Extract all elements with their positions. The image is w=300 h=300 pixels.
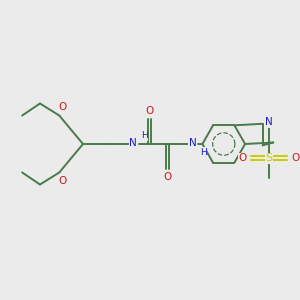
Text: O: O [163,172,172,182]
Text: O: O [292,153,300,163]
Text: N: N [130,137,137,148]
Text: O: O [58,176,66,186]
Text: O: O [238,153,247,163]
Text: O: O [58,102,66,112]
Text: H: H [141,131,148,140]
Text: N: N [265,117,273,127]
Text: O: O [146,106,154,116]
Text: S: S [266,153,273,163]
Text: N: N [189,137,196,148]
Text: H: H [200,148,207,157]
